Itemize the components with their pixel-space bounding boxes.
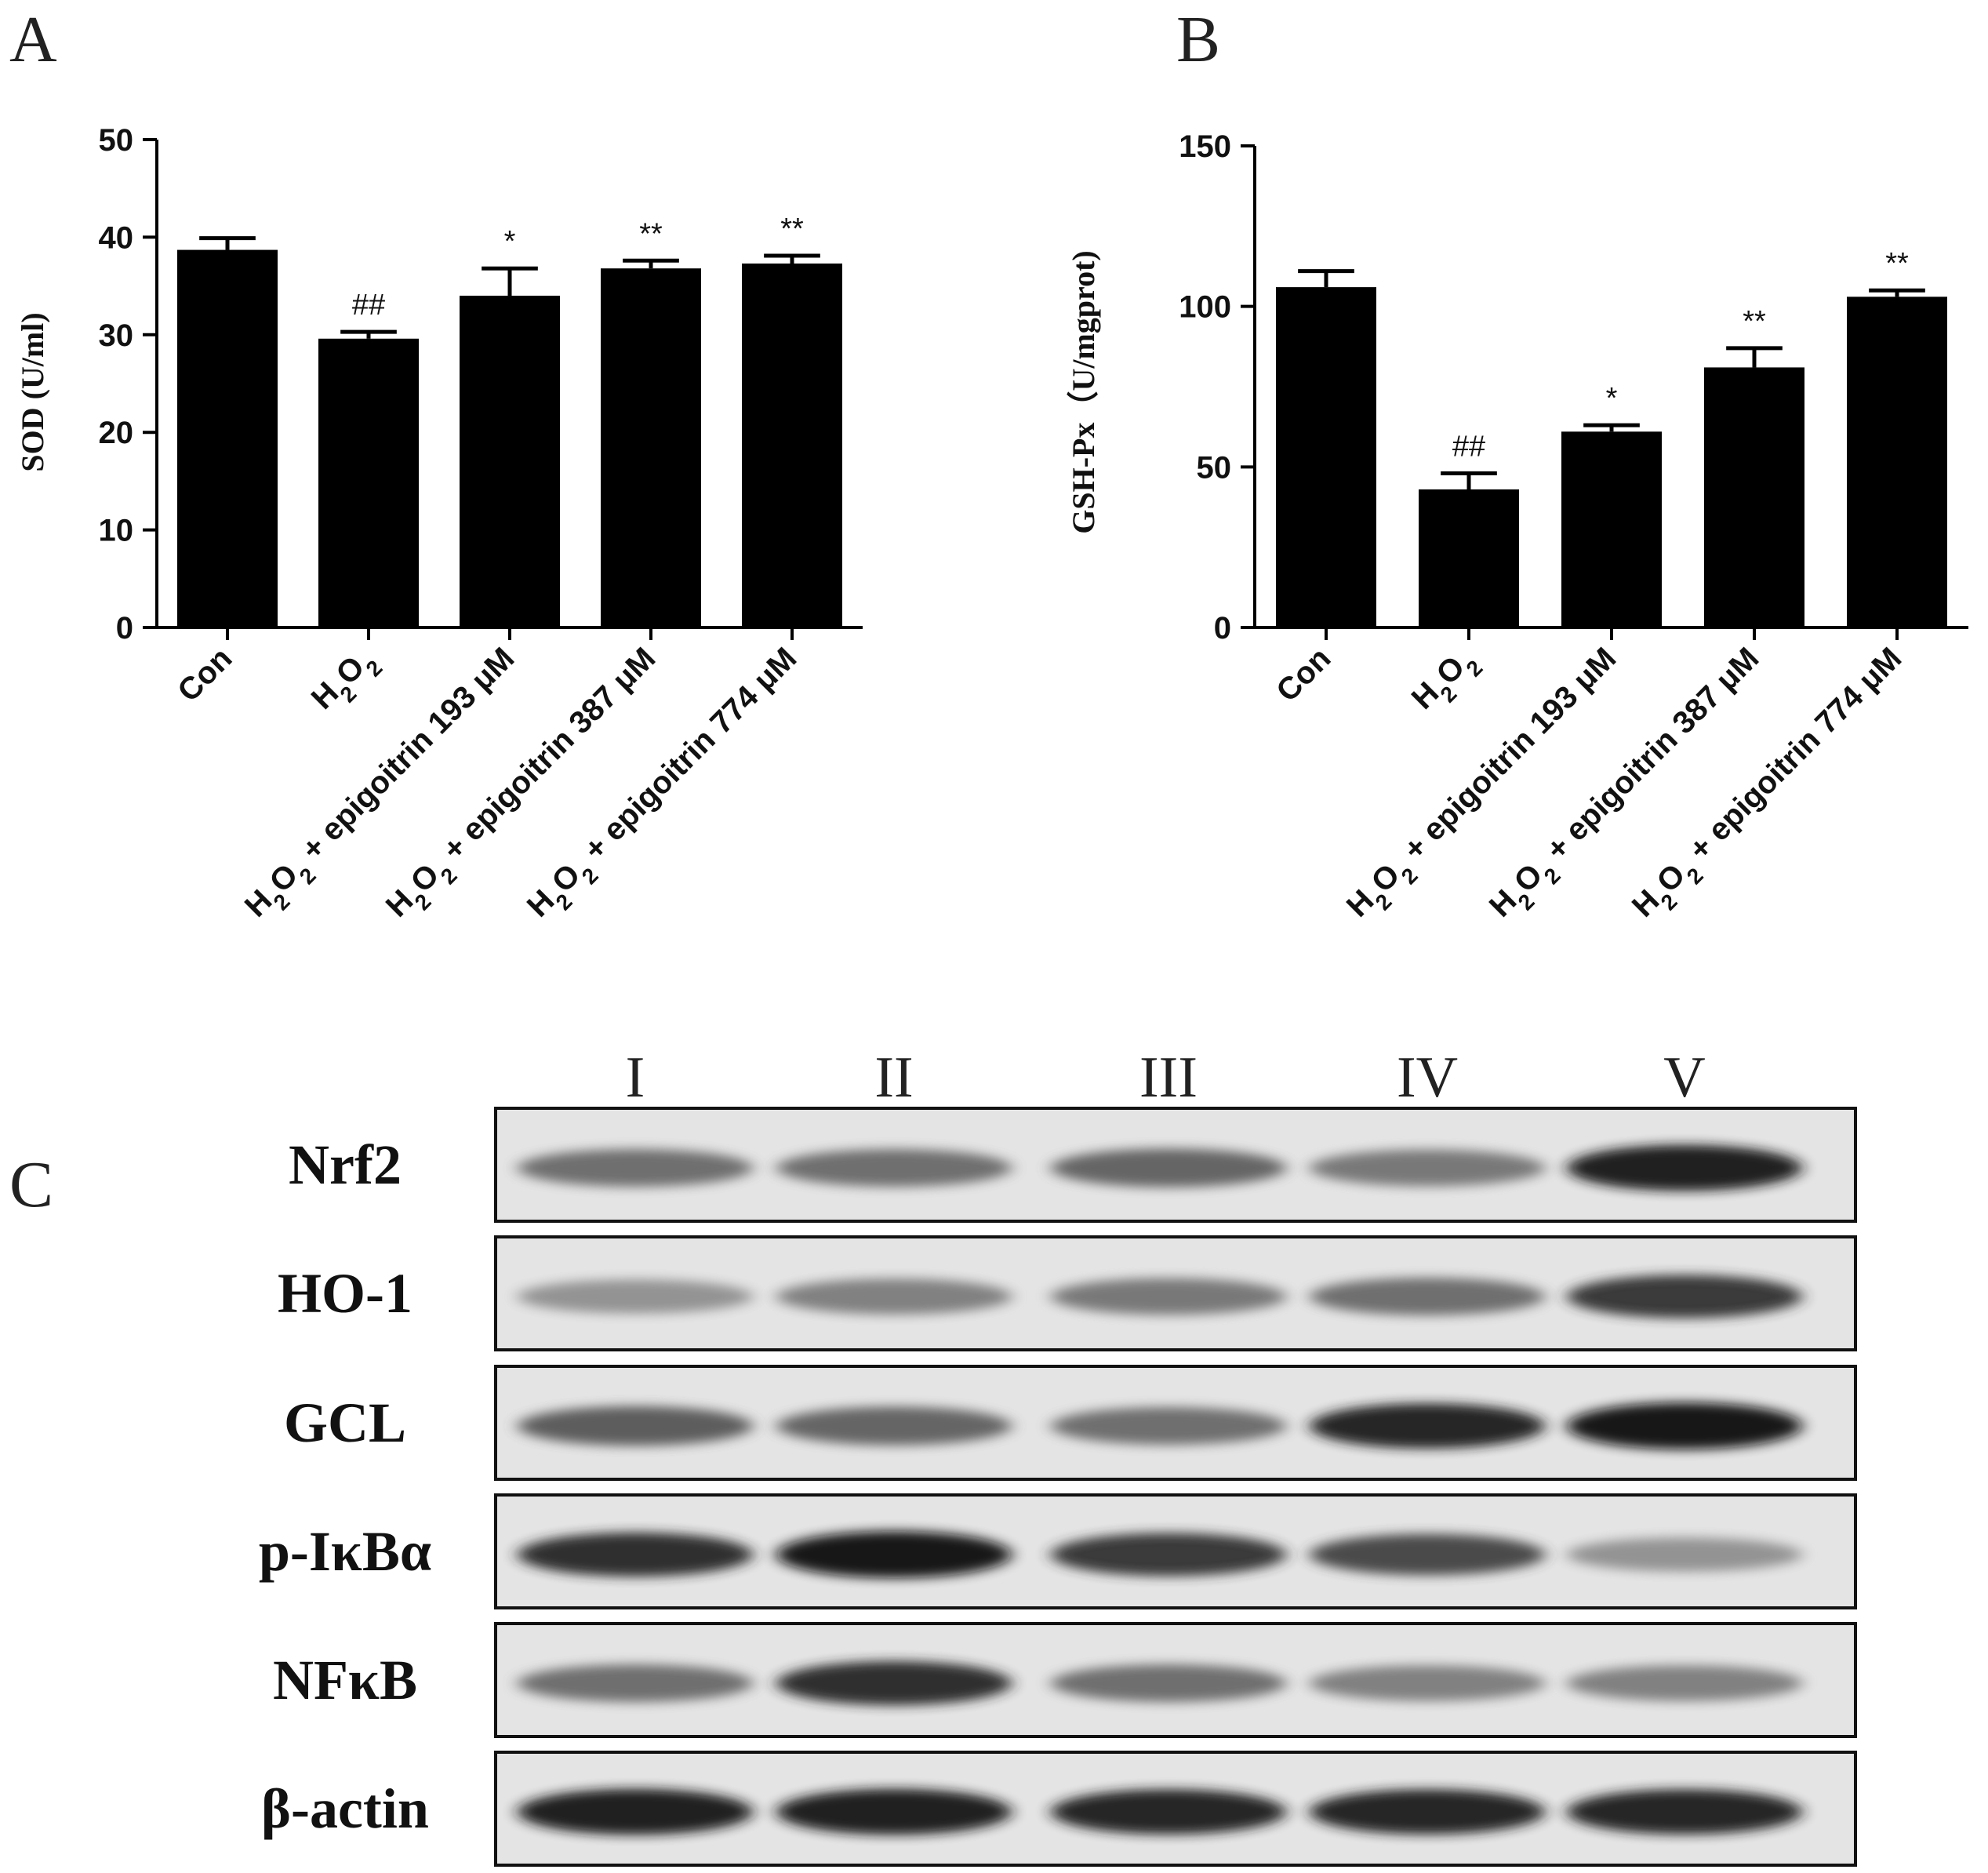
bar (1847, 296, 1947, 627)
blot-band (1567, 1537, 1802, 1572)
blot-band (1310, 1533, 1545, 1576)
bar (742, 263, 842, 627)
y-tick-label: 0 (116, 611, 133, 646)
category-label: H2O2 + epigoitrin 387 μM (1483, 641, 1772, 930)
lane-label: II (874, 1046, 913, 1110)
blot-band (1567, 1789, 1802, 1835)
category-label: H2O2 (305, 641, 387, 722)
protein-label: β-actin (261, 1777, 429, 1840)
blot-band (518, 1788, 753, 1835)
bar (318, 338, 419, 627)
lane-label: III (1139, 1046, 1198, 1110)
y-tick-label: 100 (1179, 290, 1231, 325)
lane-label: IV (1397, 1046, 1458, 1110)
protein-label: NFκB (273, 1649, 417, 1711)
significance-label: ** (780, 213, 804, 245)
chart-a-y-axis-title: SOD (U/ml) (15, 312, 50, 471)
blot-band (518, 1149, 753, 1187)
y-tick-label: 150 (1179, 129, 1231, 164)
y-tick-label: 10 (99, 514, 134, 548)
significance-label: ** (1885, 247, 1909, 280)
blot-band (1310, 1789, 1545, 1835)
blot-band (1310, 1278, 1545, 1315)
y-tick-label: 50 (99, 123, 134, 158)
blot-band (1051, 1533, 1286, 1577)
significance-label: * (504, 225, 516, 258)
significance-label: ** (1743, 305, 1766, 338)
y-tick-label: 30 (99, 318, 134, 353)
lane-label: V (1663, 1046, 1705, 1110)
y-tick-label: 40 (99, 220, 134, 255)
lane-label: I (626, 1046, 645, 1110)
panel-letter-a: A (9, 3, 57, 76)
blot-band (1310, 1665, 1545, 1701)
blot-band (1567, 1402, 1802, 1449)
category-label: H2O2 + epigoitrin 193 μM (238, 641, 528, 930)
bar (1561, 431, 1662, 627)
significance-label: ## (352, 289, 385, 322)
blot-band (1051, 1148, 1286, 1187)
significance-label: * (1606, 382, 1618, 415)
blot-band (776, 1149, 1012, 1187)
blot-band (1051, 1407, 1286, 1445)
bar (601, 268, 701, 627)
panel-letter-b: B (1176, 3, 1220, 76)
blot-band (776, 1406, 1012, 1446)
category-label: H2O2 + epigoitrin 774 μM (1626, 641, 1915, 930)
y-tick-label: 20 (99, 416, 134, 450)
blot-band (776, 1278, 1012, 1315)
blot-band (1310, 1403, 1545, 1449)
chart-b-plot: 0 50 100 150 Con ## H2O2 * H2O2 + epigoitrin 193… (1179, 129, 1968, 930)
blot-band (1051, 1664, 1286, 1702)
blot-band (776, 1788, 1012, 1835)
blot-band (518, 1279, 753, 1314)
blot-band (1310, 1149, 1545, 1187)
bar (1704, 367, 1804, 627)
bar (177, 249, 278, 627)
blot-band (518, 1406, 753, 1446)
category-label: H2O2 + epigoitrin 774 μM (521, 641, 810, 930)
category-label: Con (171, 641, 238, 708)
protein-label: Nrf2 (289, 1133, 402, 1196)
category-label: H2O2 + epigoitrin 193 μM (1340, 641, 1630, 930)
blot-band (1051, 1278, 1286, 1315)
protein-label: p-IκBα (259, 1520, 431, 1583)
chart-b: GSH-Px（U/mgprot) 0 50 100 150 Con ## H2O2 * H2O2… (1066, 129, 1968, 930)
chart-b-y-axis-title: GSH-Px（U/mgprot) (1066, 250, 1101, 533)
blot-band (776, 1660, 1012, 1706)
chart-a: SOD (U/ml) 0 10 20 30 40 50 Con ## H2O2 * H2O2 + e… (15, 123, 863, 930)
category-label: H2O2 (1405, 641, 1487, 722)
bar (1419, 489, 1519, 627)
y-tick-label: 0 (1214, 611, 1231, 646)
protein-label: GCL (284, 1391, 406, 1454)
chart-a-plot: 0 10 20 30 40 50 Con ## H2O2 * H2O2 + epigoitrin 1… (99, 123, 863, 930)
category-label: Con (1270, 641, 1337, 708)
blot-band (776, 1531, 1012, 1578)
blot-band (518, 1532, 753, 1577)
bar (1276, 287, 1376, 627)
bar (460, 296, 560, 627)
blot-band (1567, 1144, 1802, 1191)
panel-letter-c: C (9, 1148, 53, 1221)
significance-label: ## (1452, 431, 1485, 464)
blot-band (518, 1664, 753, 1702)
blot-band (1567, 1275, 1802, 1318)
protein-label: HO-1 (278, 1262, 413, 1325)
blot-band (1051, 1789, 1286, 1835)
blot-band (1567, 1665, 1802, 1701)
category-label: H2O2 + epigoitrin 387 μM (380, 641, 669, 930)
y-tick-label: 50 (1197, 450, 1232, 485)
significance-label: ** (639, 217, 663, 250)
